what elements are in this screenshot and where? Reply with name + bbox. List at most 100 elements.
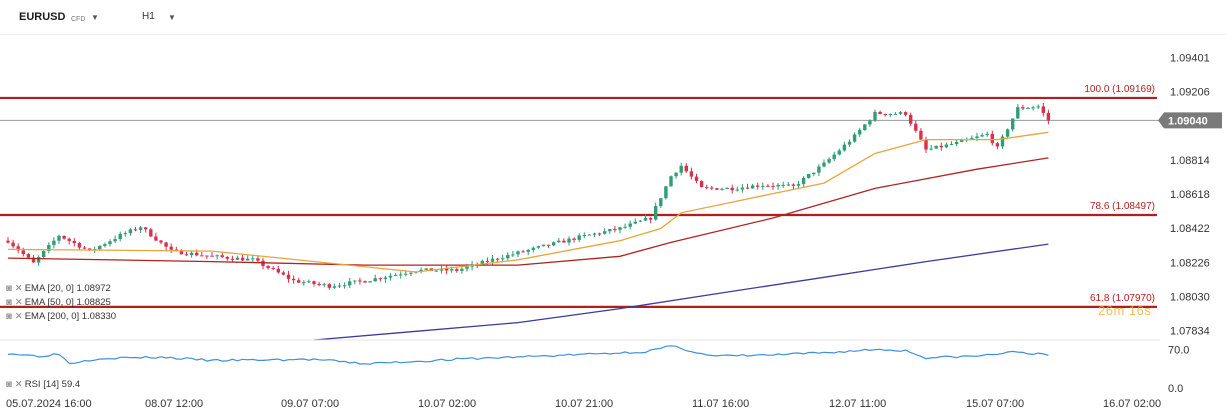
eye-icon[interactable]: ◙ [6,311,12,322]
close-icon[interactable]: ✕ [14,297,23,308]
candle-body [419,269,423,272]
candle-bear [317,281,321,287]
candle-bull [669,175,673,187]
candle-body [735,189,739,191]
candle-body [490,258,495,262]
y-tick-label: 1.09401 [1170,52,1210,64]
candle-body [179,250,184,255]
candle-bull [832,151,836,162]
eye-icon[interactable]: ◙ [6,379,12,390]
candle-bear [312,280,316,287]
x-tick-label: 08.07 12:00 [145,398,203,410]
caret-down-icon[interactable]: ▼ [91,13,99,22]
candle-bear [205,255,209,260]
candle-bull [557,238,561,243]
caret-down-icon[interactable]: ▼ [168,13,176,22]
x-tick-label: 09.07 07:00 [281,398,339,410]
x-tick-label: 11.07 16:00 [692,398,749,410]
candle-bull [725,187,729,190]
candle-bear [919,128,923,140]
candle-body [659,198,663,207]
candle-bear [154,232,158,242]
eye-icon[interactable]: ◙ [6,283,12,294]
candle-bull [439,265,444,274]
candle-bull [1026,106,1030,110]
candle-bull [332,283,337,289]
candle-bull [801,176,806,188]
candle-body [373,278,377,282]
x-tick-label: 05.07.2024 16:00 [6,398,92,410]
candle-body [745,187,750,189]
candle-bear [878,110,882,115]
candle-body [812,172,816,175]
candle-body [439,268,444,271]
candle-body [980,135,984,137]
candle-body [210,255,214,257]
close-icon[interactable]: ✕ [14,283,23,294]
candle-bear [444,265,449,275]
candle-body [276,268,280,273]
candle-bear [455,267,459,273]
candle-body [592,233,597,235]
candle-body [1016,107,1020,119]
close-icon[interactable]: ✕ [14,311,23,322]
candle-bear [16,243,20,254]
candle-bull [42,250,46,259]
candle-body [822,162,826,167]
candle-bull [740,184,745,193]
close-icon[interactable]: ✕ [14,379,23,390]
candle-bear [613,226,617,233]
candle-bear [297,277,301,284]
timeframe-label[interactable]: H1 [142,11,155,22]
candle-bull [215,254,219,260]
candle-bear [72,238,76,247]
candle-body [521,251,525,253]
chart-toolbar: EURUSD CFD ▼ H1 ▼ [0,0,1226,34]
legend-rsi[interactable]: ◙ ✕ RSI [14] 59.4 [6,379,80,391]
candle-body [562,240,566,243]
candle-bull [735,186,739,192]
legend-ema20[interactable]: ◙ ✕ EMA [20, 0] 1.08972 [6,283,111,295]
legend-ema50[interactable]: ◙ ✕ EMA [50, 0] 1.08825 [6,297,111,309]
candle-body [909,114,913,124]
legend-ema50-label: EMA [50, 0] 1.08825 [24,297,111,308]
candle-bull [103,242,107,248]
candle-bear [710,186,714,191]
candle-body [679,165,683,173]
symbol-label[interactable]: EURUSD [19,11,66,23]
candle-body [36,257,41,263]
candle-body [169,246,173,250]
candle-bull [852,132,857,143]
candle-body [87,248,92,250]
candle-bear [286,270,291,283]
eye-icon[interactable]: ◙ [6,297,12,308]
candle-bear [179,249,184,255]
candle-bull [776,183,780,190]
candle-bull [807,173,811,179]
candle-body [123,233,127,235]
candle-bull [511,251,515,258]
candle-body [286,274,291,279]
candle-bear [225,256,229,261]
candle-bear [144,226,148,233]
candle-body [251,258,255,260]
candle-body [587,234,592,236]
candle-body [220,255,224,257]
rsi-line [7,345,1049,365]
candle-body [888,113,892,115]
candle-bull [750,183,755,189]
fib-level-label: 61.8 (1.07970) [1090,293,1155,304]
candle-bull [934,145,938,149]
candle-bear [648,217,653,224]
candle-bear [689,167,694,180]
candle-body [399,274,403,276]
legend-ema200[interactable]: ◙ ✕ EMA [200, 0] 1.08330 [6,311,116,323]
candle-bull [113,235,117,244]
candle-bear [184,251,189,256]
candle-body [715,188,719,190]
candle-bull [383,275,388,283]
candle-bull [1000,134,1005,149]
candle-body [317,283,321,285]
candle-bull [888,113,892,118]
